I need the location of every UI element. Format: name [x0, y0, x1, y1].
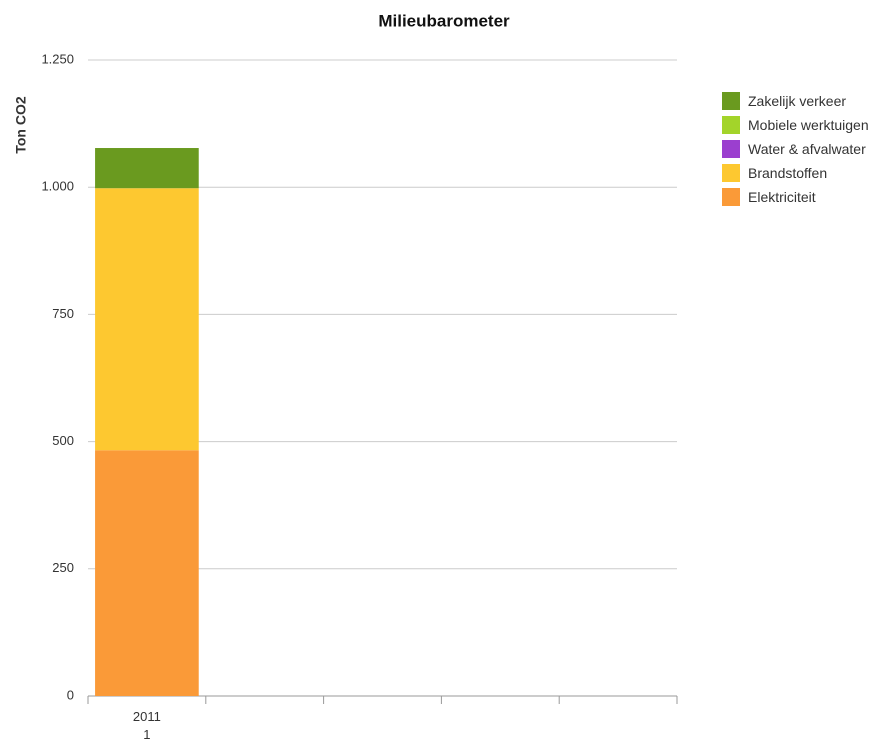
legend-label: Water & afvalwater	[748, 141, 866, 157]
y-tick-label: 250	[52, 560, 74, 575]
legend-label: Elektriciteit	[748, 189, 816, 205]
legend-swatch	[722, 92, 740, 110]
legend-swatch	[722, 140, 740, 158]
legend-item: Mobiele werktuigen	[722, 116, 869, 134]
legend-item: Brandstoffen	[722, 164, 869, 182]
legend-label: Zakelijk verkeer	[748, 93, 847, 109]
x-tick-label: 2011 1	[132, 709, 161, 742]
legend-item: Water & afvalwater	[722, 140, 869, 158]
y-tick-label: 500	[52, 433, 74, 448]
legend-label: Brandstoffen	[748, 165, 828, 181]
bar-segment	[95, 450, 199, 696]
bar-segment	[95, 188, 199, 451]
y-axis-label: Ton CO2	[13, 96, 29, 154]
bar-segment	[95, 148, 199, 189]
legend-label: Mobiele werktuigen	[748, 117, 869, 133]
y-tick-label: 1.000	[41, 179, 74, 194]
chart-title: Milieubarometer	[378, 11, 510, 30]
legend-item: Elektriciteit	[722, 188, 869, 206]
legend-item: Zakelijk verkeer	[722, 92, 869, 110]
y-tick-label: 1.250	[41, 51, 74, 66]
y-tick-label: 0	[67, 687, 74, 702]
legend-swatch	[722, 188, 740, 206]
legend-swatch	[722, 116, 740, 134]
legend: Zakelijk verkeer Mobiele werktuigen Water …	[722, 92, 869, 212]
legend-swatch	[722, 164, 740, 182]
y-tick-label: 750	[52, 306, 74, 321]
